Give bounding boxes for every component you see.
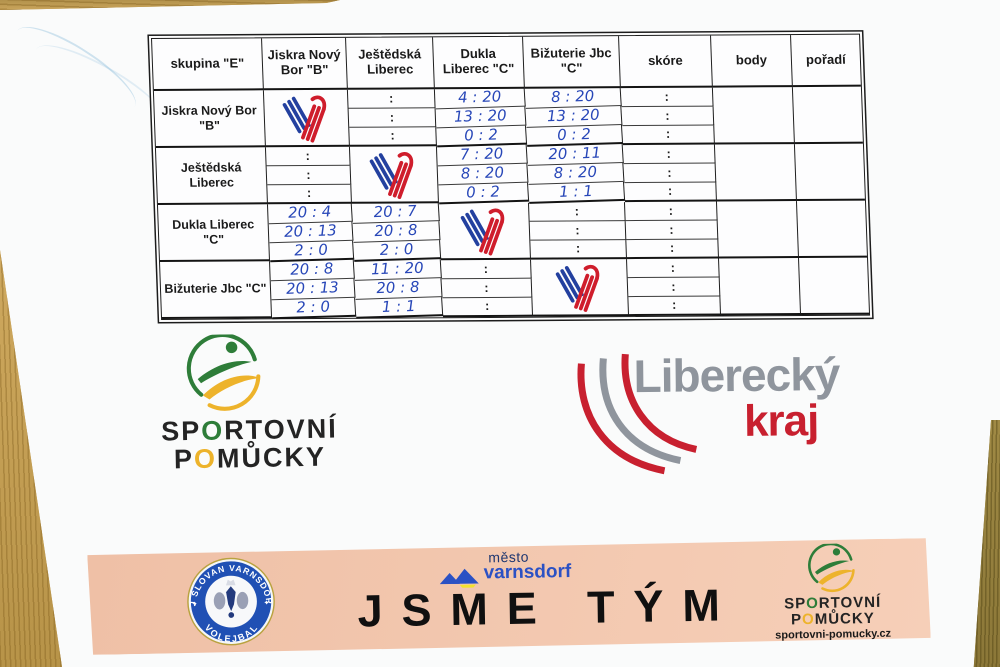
word-part: MŮCKY [814,609,875,628]
set-score-cell: : [528,202,626,222]
jsme-tym-slogan: JSME TÝM [357,579,740,637]
word-part-yellow-o: O [801,610,815,628]
mesto-varnsdorf-logo: město varnsdorf [439,548,590,598]
set-score-cell: : [442,297,534,318]
word-part: SP [160,415,202,447]
set-score-cell: : [530,240,628,260]
skore-cell: : [627,277,721,298]
body-cell [719,258,802,316]
poradi-cell [794,143,865,202]
volleyball-club-icon [273,92,339,142]
body-cell [712,87,795,145]
set-score-cell: 2 : 0 [269,240,355,263]
skore-cell: : [626,239,720,260]
liberecky-kraj-arcs-icon [577,353,698,475]
club-logo-cell [263,89,350,148]
header-team-dukla: Dukla Liberec "C" [433,36,525,90]
set-score-cell: : [267,184,352,205]
word-part-yellow-o: O [193,443,218,475]
volleyball-club-icon [547,262,613,312]
word-part: SP [783,595,807,613]
jsme-tym-banner: TJ SLOVAN VARNSDORF VOLEJBAL ✦ ✦ město v… [87,538,931,655]
wood-table-edge-left [0,250,62,667]
liberecky-label: Liberecký [633,347,840,403]
header-body: body [711,35,793,88]
skore-cell: : [627,258,720,279]
poradi-cell [796,200,868,259]
header-team-jiskra: Jiskra Nový Bor "B" [262,37,348,91]
set-score-cell: 1 : 1 [528,182,626,204]
mountains-icon [440,567,484,588]
set-score-cell: : [441,259,532,280]
tj-slovan-varnsdorf-badge-icon: TJ SLOVAN VARNSDORF VOLEJBAL ✦ ✦ [185,556,276,647]
header-poradi: pořadí [791,34,861,88]
skore-cell: : [624,182,717,203]
body-cell [716,201,800,259]
set-score-cell: : [348,108,437,128]
skore-cell: : [624,201,718,222]
set-score-cell: 20 : 4 [267,202,353,225]
word-part-green-o: O [805,594,819,613]
sportovni-pomucky-emblem-icon [178,334,273,418]
set-score-cell: : [347,89,436,109]
skore-cell: : [622,125,715,146]
skore-cell: : [622,144,716,165]
sportovni-word: SPORTOVNÍ [133,413,365,447]
sportovni-pomucky-url: sportovni-pomucky.cz [775,627,892,642]
team-row-label: Ještědská Liberec [155,147,268,205]
header-team-bizuterie: Bižuterie Jbc "C" [523,36,621,89]
svg-text:✦: ✦ [264,599,270,607]
volleyball-club-icon [452,205,518,255]
pomucky-word: POMŮCKY [134,442,366,475]
set-score-cell: : [266,165,352,186]
club-logo-cell [438,202,532,261]
set-score-cell: 1 : 1 [355,297,444,319]
word-part: RTOVNÍ [223,413,338,446]
set-score-cell: 2 : 0 [271,297,357,320]
set-score-cell: : [441,278,533,299]
skore-cell: : [625,220,719,241]
body-cell [714,144,797,202]
set-score-cell: : [349,127,437,147]
kraj-label: kraj [743,396,819,446]
word-part: P [173,444,195,475]
word-part: P [790,610,803,629]
liberecky-kraj-logo: Liberecký kraj [571,346,902,489]
set-score-cell: : [529,221,627,241]
set-score-cell: : [265,146,351,167]
skore-cell: : [628,296,722,317]
set-score-cell: 0 : 2 [438,182,530,205]
club-logo-cell [531,259,630,317]
wood-table-edge-top [0,0,340,10]
pomucky-word: POMŮCKY [740,610,925,629]
header-team-jestedska: Ještědská Liberec [346,37,435,90]
skore-cell: : [621,106,715,127]
sportovni-pomucky-banner-logo: SPORTOVNÍ POMŮCKY sportovni-pomucky.cz [739,542,926,642]
header-skore: skóre [619,35,713,89]
set-score-cell: 20 : 8 [269,259,355,282]
team-row-label: Dukla Liberec "C" [157,204,271,262]
team-row-label: Jiskra Nový Bor "B" [153,90,266,148]
word-part-green-o: O [200,415,225,446]
club-logo-cell [349,146,439,204]
varnsdorf-label: varnsdorf [483,560,572,584]
volleyball-club-icon [361,149,427,199]
wood-table-edge-right [973,420,1000,667]
skore-cell: : [620,87,714,108]
sportovni-pomucky-logo: SPORTOVNÍ POMŮCKY [132,332,366,475]
poradi-cell [792,86,863,145]
svg-text:✦: ✦ [192,600,198,608]
sportovni-pomucky-emblem-icon [803,543,862,596]
header-group: skupina "E" [152,38,264,91]
word-part: MŮCKY [216,442,327,474]
poradi-cell [799,257,870,316]
group-e-results-table: skupina "E" Jiskra Nový Bor "B" Ještědsk… [151,33,871,320]
team-row-label: Bižuterie Jbc "C" [160,261,273,319]
skore-cell: : [623,163,717,184]
